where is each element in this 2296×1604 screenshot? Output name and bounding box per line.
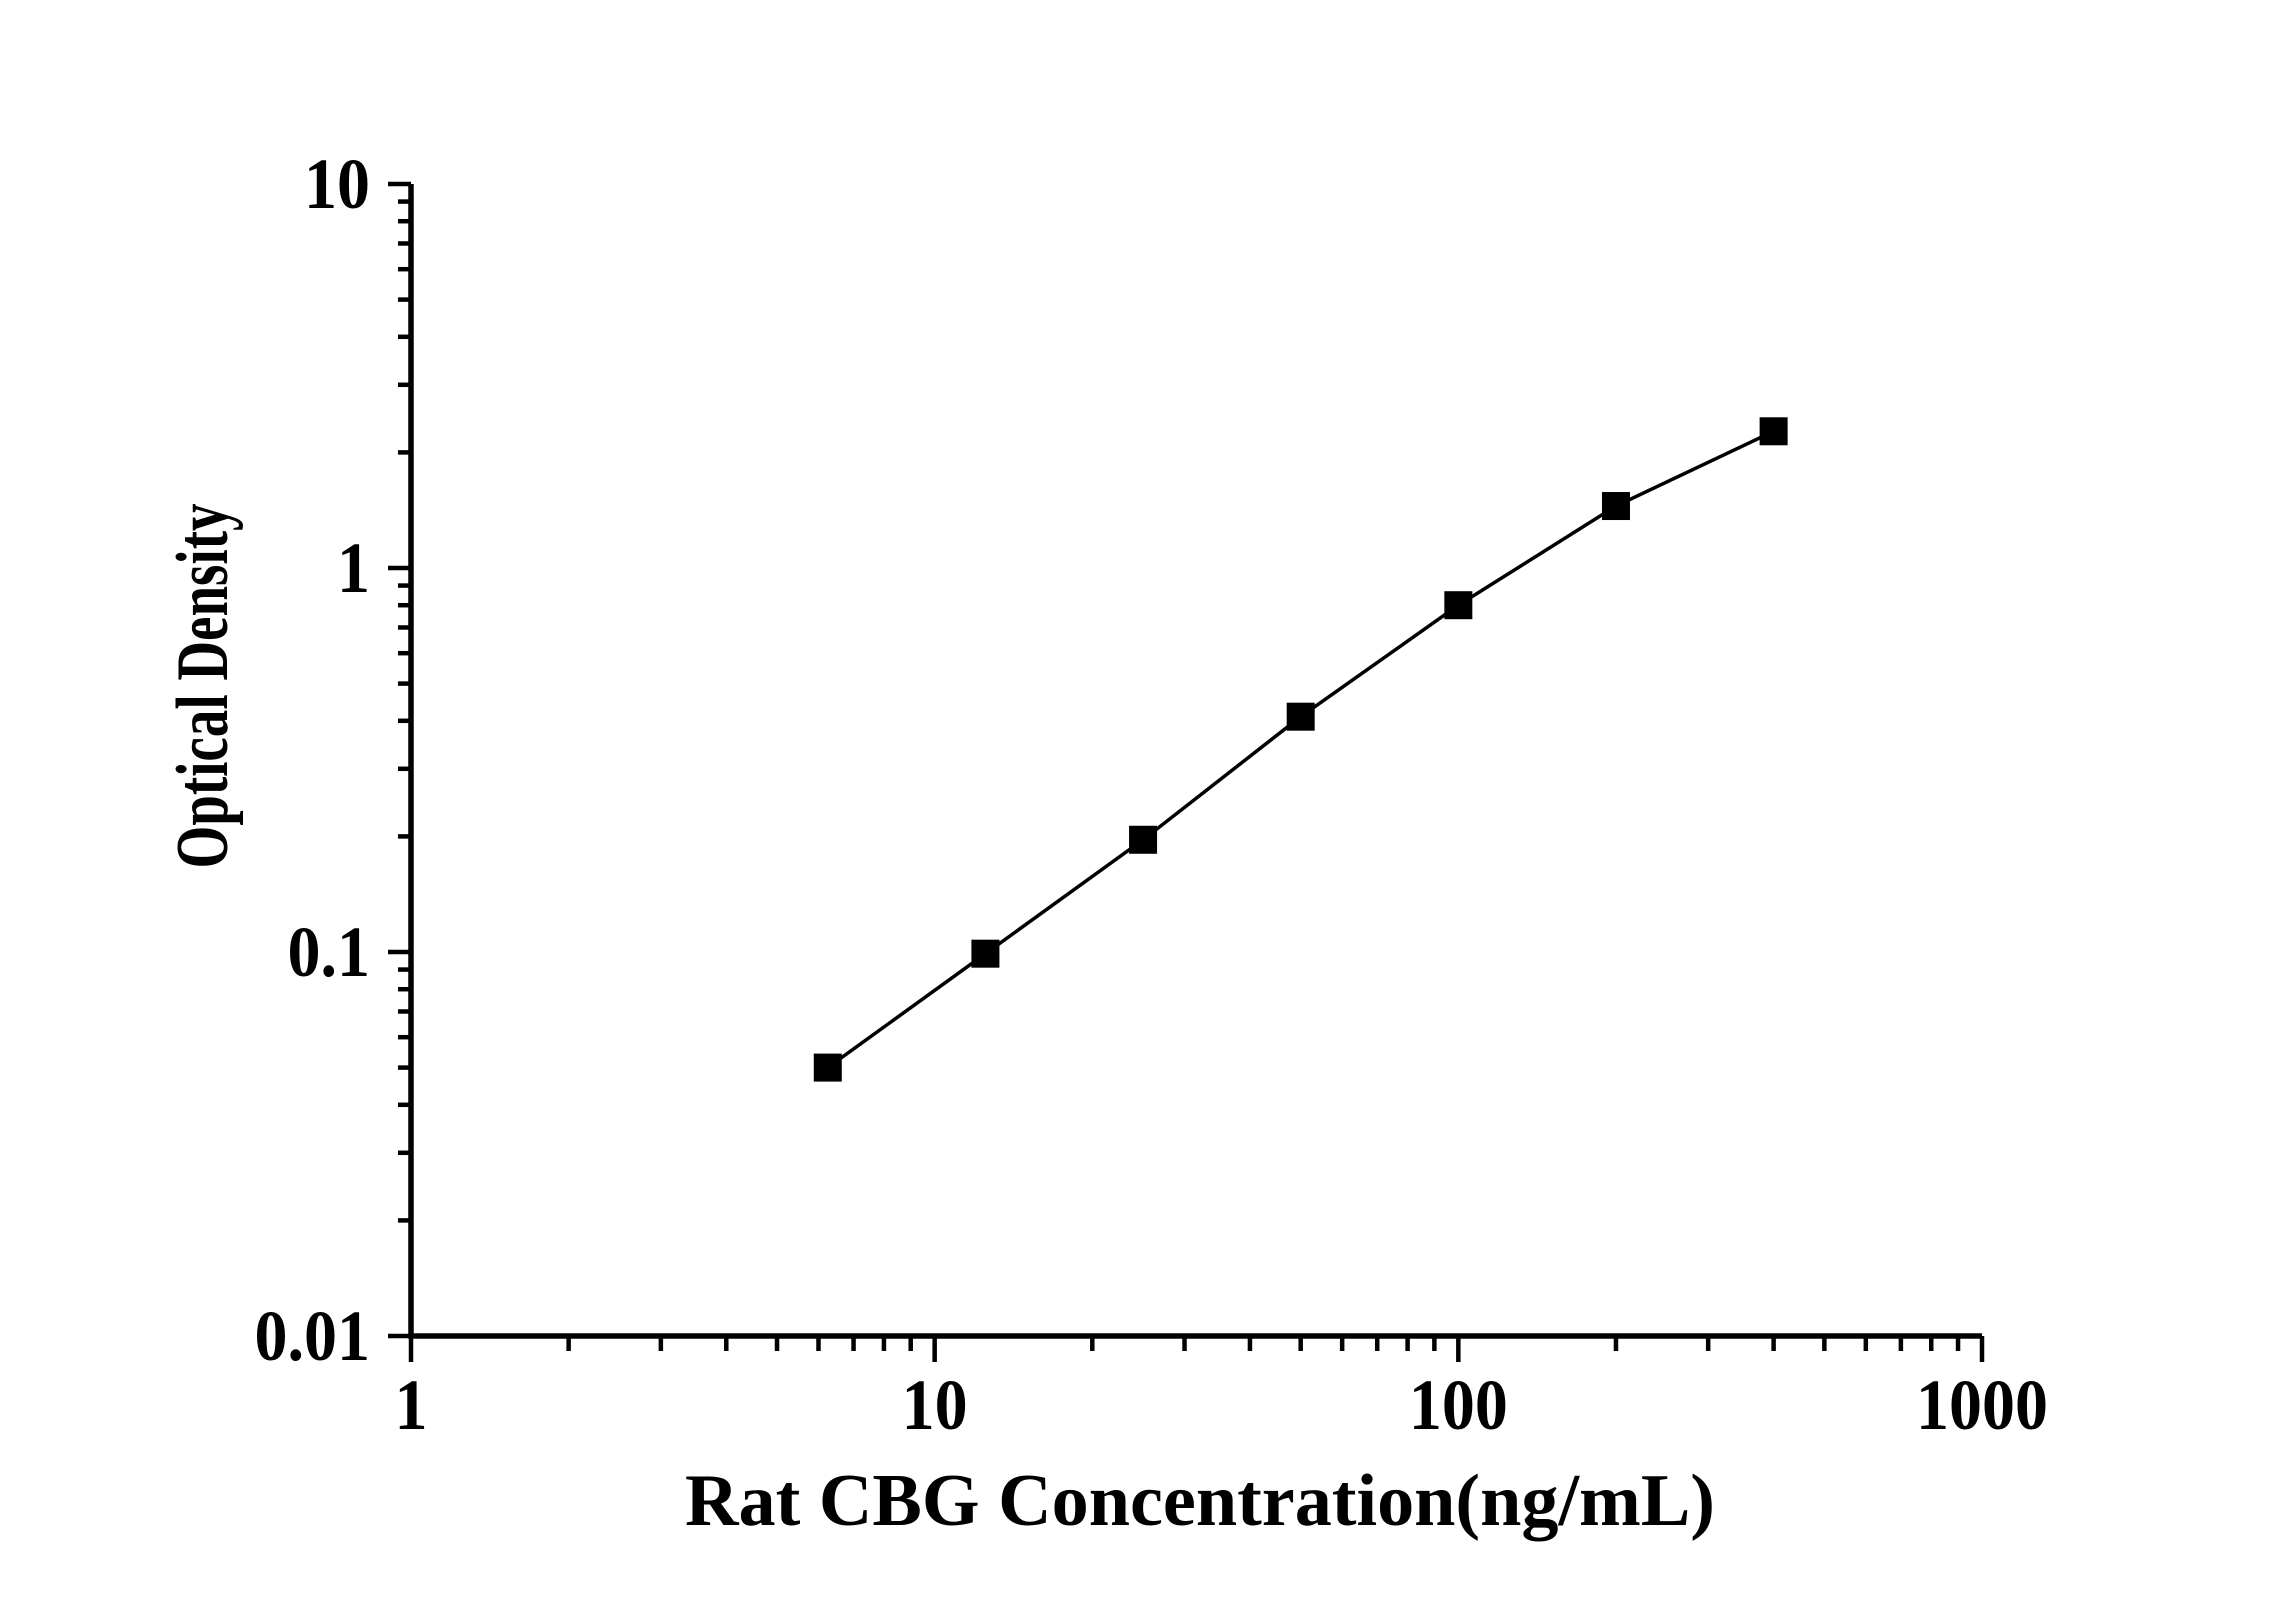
data-point-marker [1286,702,1315,731]
y-tick-label: 1 [337,528,370,608]
y-axis-title: Optical Density [162,504,244,869]
data-point-marker [1759,417,1788,446]
data-series [813,417,1788,1082]
y-tick-label: 0.1 [288,912,371,992]
x-axis: 1 10 100 1000 [395,1333,2048,1445]
x-tick-label: 100 [1409,1365,1508,1445]
data-point-marker [813,1053,842,1082]
x-axis-title: Rat CBG Concentration(ng/mL) [685,1460,1715,1542]
data-point-marker [1129,825,1158,854]
y-tick-label: 0.01 [255,1296,371,1376]
x-tick-label: 10 [902,1365,968,1445]
y-tick-label: 10 [304,144,370,224]
data-point-marker [1601,492,1630,521]
standard-curve-line [826,429,1776,1070]
x-tick-label: 1 [395,1365,428,1445]
x-tick-label: 1000 [1916,1365,2048,1445]
data-point-marker [1444,591,1473,620]
data-point-marker [971,939,1000,968]
y-axis: 10 1 0.1 0.01 [255,144,414,1376]
